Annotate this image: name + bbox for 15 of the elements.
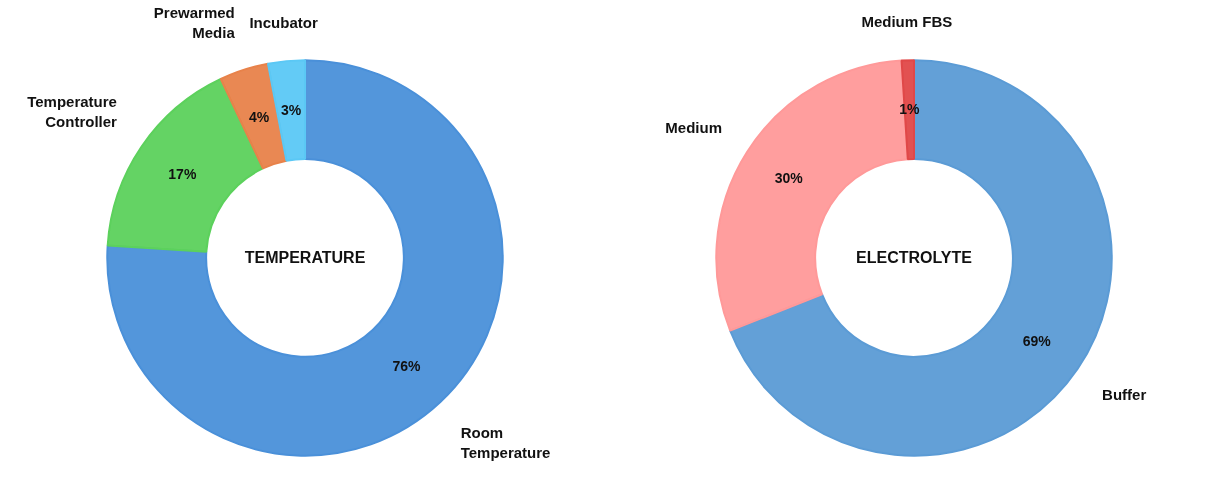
data-label: 76% [392, 358, 422, 375]
slice-label: Temperature Controller [27, 92, 118, 130]
data-label: 69% [1022, 333, 1052, 350]
slice-label: Prewarmed Media [153, 3, 236, 42]
text: TEMPERATURE [244, 249, 366, 267]
slice-label: Room Temperature [460, 423, 551, 462]
data-label: 17% [168, 166, 197, 183]
slice-label: Medium [665, 118, 723, 136]
slice-label: Buffer [1102, 385, 1147, 403]
slice-label: Medium FBS [861, 13, 953, 31]
data-label: 3% [280, 102, 302, 119]
data-label: 30% [774, 170, 804, 187]
data-label: 4% [249, 108, 270, 125]
slice-label: Incubator [249, 14, 318, 32]
text: ELECTROLYTE [856, 249, 973, 267]
